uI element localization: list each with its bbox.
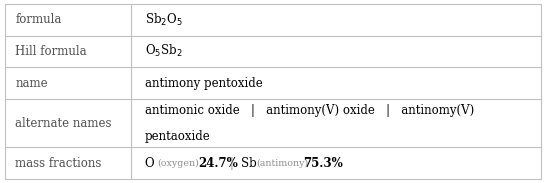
Text: 24.7%: 24.7% <box>198 157 238 170</box>
Text: alternate names: alternate names <box>15 117 112 130</box>
Text: formula: formula <box>15 13 62 26</box>
Text: (oxygen): (oxygen) <box>157 159 199 168</box>
Text: (antimony): (antimony) <box>256 159 308 168</box>
Text: 75.3%: 75.3% <box>302 157 342 170</box>
Text: Sb: Sb <box>241 157 257 170</box>
Text: Hill formula: Hill formula <box>15 45 87 58</box>
Text: Sb$_2$O$_5$: Sb$_2$O$_5$ <box>145 12 182 28</box>
Text: mass fractions: mass fractions <box>15 157 102 170</box>
Text: antimonic oxide   |   antimony(V) oxide   |   antinomy(V): antimonic oxide | antimony(V) oxide | an… <box>145 104 474 117</box>
Text: antimony pentoxide: antimony pentoxide <box>145 77 263 90</box>
Text: O: O <box>145 157 155 170</box>
Text: pentaoxide: pentaoxide <box>145 130 211 143</box>
Text: name: name <box>15 77 48 90</box>
Text: |: | <box>229 157 233 170</box>
Text: O$_5$Sb$_2$: O$_5$Sb$_2$ <box>145 43 182 59</box>
